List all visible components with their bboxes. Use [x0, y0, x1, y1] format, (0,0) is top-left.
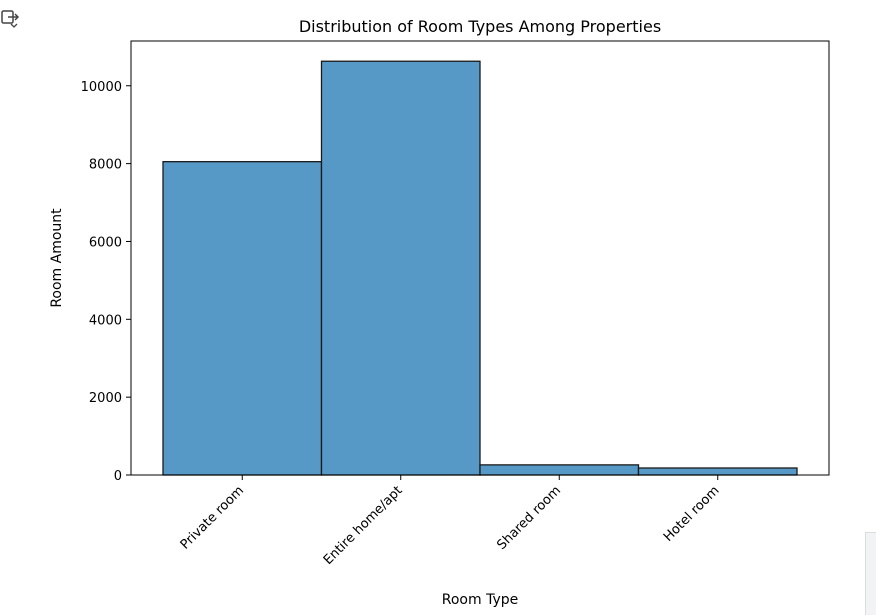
bars [162, 60, 798, 476]
bar-entire-home-apt [320, 60, 481, 476]
y-tick-label: 10000 [81, 80, 122, 95]
x-axis-label: Room Type [442, 592, 518, 608]
bar-hotel-room [637, 467, 798, 476]
chart-title: Distribution of Room Types Among Propert… [299, 17, 661, 36]
y-tick-label: 8000 [89, 158, 122, 173]
y-tick-label: 2000 [89, 391, 122, 406]
y-tick-label: 6000 [89, 235, 122, 250]
x-tick-label: Hotel room [661, 483, 723, 545]
plot-area-frame [130, 40, 830, 476]
x-tick-label: Private room [178, 483, 247, 552]
y-tick-label: 0 [114, 469, 122, 484]
x-tick-label: Shared room [494, 483, 564, 553]
x-axis-ticks: Private room Entire home/apt Shared room Ho… [178, 475, 723, 568]
bar-private-room [162, 161, 323, 476]
output-toggle-icon[interactable] [0, 6, 22, 28]
bar-shared-room [479, 464, 640, 476]
y-tick-label: 4000 [89, 313, 122, 328]
x-tick-label: Entire home/apt [321, 483, 406, 568]
y-axis-ticks: 0 2000 4000 6000 8000 10000 [81, 80, 131, 484]
scrollbar-stub[interactable] [865, 532, 876, 615]
y-axis-label: Room Amount [49, 208, 65, 308]
